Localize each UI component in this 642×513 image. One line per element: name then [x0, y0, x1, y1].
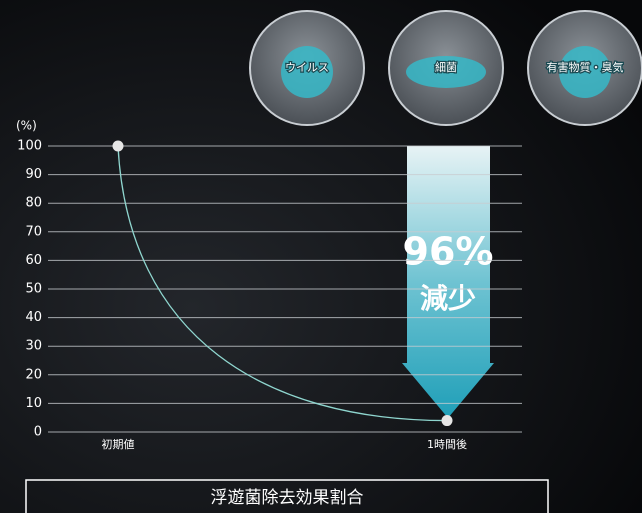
line	[117, 145, 448, 422]
annotation: 96%	[403, 230, 494, 274]
y-tick-label: 0	[34, 425, 42, 440]
caption-box	[25, 479, 549, 513]
y-tick-label: 90	[25, 167, 42, 182]
reduction-arrow	[402, 146, 494, 418]
badge-label: ウイルス	[285, 61, 329, 74]
badge-icon	[406, 56, 486, 88]
y-tick-label: 10	[25, 396, 42, 411]
badge-label: 細菌	[435, 61, 457, 74]
point	[441, 415, 453, 427]
x-tick-label: 1時間後	[427, 437, 467, 451]
y-tick-label: 50	[25, 282, 42, 297]
caption: 浮遊菌除去効果割合	[211, 488, 364, 508]
x-tick-label: 初期値	[102, 437, 135, 451]
y-tick-label: 60	[25, 253, 42, 268]
y-tick-label: 80	[25, 196, 42, 211]
badge-label: 有害物質・臭気	[547, 60, 624, 74]
badge-icon	[559, 46, 611, 98]
point	[112, 140, 124, 152]
y-tick-label: 30	[25, 339, 42, 354]
annotation: 減少	[420, 282, 476, 315]
y-tick-label: 20	[25, 367, 42, 382]
badge-icon	[281, 46, 333, 98]
y-tick-label: 40	[25, 310, 42, 325]
y-tick-label: 70	[25, 224, 42, 239]
unit-label: (%)	[16, 119, 37, 133]
y-tick-label: 100	[17, 139, 42, 154]
